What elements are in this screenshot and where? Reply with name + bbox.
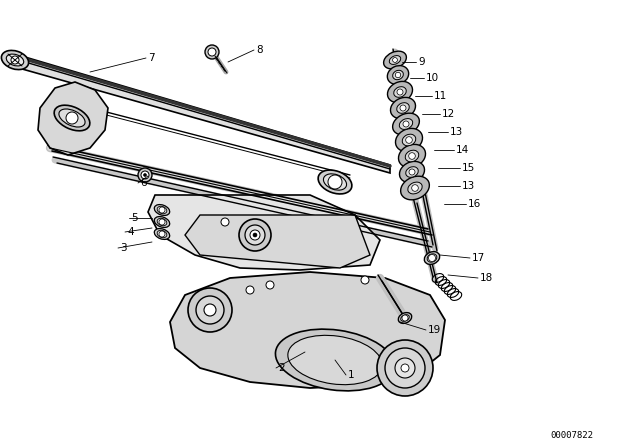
Circle shape [395, 358, 415, 378]
Ellipse shape [394, 87, 406, 97]
Text: 3: 3 [120, 243, 127, 253]
Ellipse shape [387, 82, 413, 103]
Text: 16: 16 [468, 199, 481, 209]
Ellipse shape [406, 167, 419, 177]
Polygon shape [170, 272, 445, 388]
Circle shape [159, 219, 165, 225]
Ellipse shape [157, 218, 167, 226]
Ellipse shape [401, 314, 409, 321]
Ellipse shape [383, 51, 406, 69]
Ellipse shape [399, 119, 413, 129]
Text: 9: 9 [418, 57, 424, 67]
Ellipse shape [389, 56, 401, 65]
Ellipse shape [427, 254, 437, 262]
Circle shape [253, 233, 257, 237]
Circle shape [208, 48, 216, 56]
Ellipse shape [6, 54, 24, 66]
Text: 00007822: 00007822 [550, 431, 593, 439]
Text: 7: 7 [148, 53, 155, 63]
Ellipse shape [396, 129, 422, 151]
Ellipse shape [408, 182, 422, 194]
Polygon shape [8, 52, 390, 173]
Text: 10: 10 [426, 73, 439, 83]
Text: 13: 13 [462, 181, 476, 191]
Circle shape [361, 276, 369, 284]
Circle shape [377, 340, 433, 396]
Circle shape [221, 218, 229, 226]
Ellipse shape [323, 174, 347, 190]
Circle shape [204, 304, 216, 316]
Circle shape [403, 121, 409, 127]
Ellipse shape [390, 97, 415, 119]
Circle shape [239, 219, 271, 251]
Circle shape [392, 58, 397, 62]
Circle shape [397, 89, 403, 95]
Circle shape [402, 315, 408, 321]
Text: 11: 11 [434, 91, 447, 101]
Polygon shape [148, 195, 380, 270]
Text: 18: 18 [480, 273, 493, 283]
Circle shape [412, 185, 419, 191]
Text: 14: 14 [456, 145, 469, 155]
Text: 1: 1 [348, 370, 355, 380]
Text: 5: 5 [131, 213, 138, 223]
Ellipse shape [275, 329, 395, 391]
Circle shape [138, 168, 152, 182]
Circle shape [159, 207, 165, 213]
Ellipse shape [154, 228, 170, 239]
Text: 4: 4 [127, 227, 134, 237]
Ellipse shape [399, 144, 426, 168]
Text: 8: 8 [256, 45, 262, 55]
Ellipse shape [1, 51, 29, 69]
Circle shape [66, 112, 78, 124]
Polygon shape [38, 82, 108, 155]
Circle shape [141, 171, 149, 179]
Ellipse shape [403, 134, 416, 146]
Circle shape [205, 45, 219, 59]
Circle shape [245, 225, 265, 245]
Ellipse shape [398, 313, 412, 323]
Circle shape [429, 254, 435, 262]
Text: 19: 19 [428, 325, 441, 335]
Text: 6: 6 [140, 178, 147, 188]
Text: 2: 2 [278, 363, 285, 373]
Circle shape [266, 281, 274, 289]
Ellipse shape [154, 216, 170, 228]
Ellipse shape [393, 70, 403, 80]
Ellipse shape [54, 105, 90, 131]
Ellipse shape [392, 113, 419, 135]
Circle shape [196, 296, 224, 324]
Text: 17: 17 [472, 253, 485, 263]
Ellipse shape [397, 103, 409, 113]
Circle shape [385, 348, 425, 388]
Ellipse shape [154, 205, 170, 215]
Ellipse shape [401, 176, 429, 200]
Polygon shape [185, 215, 370, 268]
Circle shape [328, 175, 342, 189]
Text: 15: 15 [462, 163, 476, 173]
Ellipse shape [405, 150, 419, 162]
Ellipse shape [288, 336, 382, 385]
Circle shape [159, 231, 165, 237]
Ellipse shape [157, 206, 167, 214]
Circle shape [401, 364, 409, 372]
Ellipse shape [424, 252, 440, 264]
Ellipse shape [157, 230, 167, 238]
Circle shape [250, 230, 260, 240]
Circle shape [143, 173, 147, 177]
Text: 13: 13 [450, 127, 463, 137]
Circle shape [11, 56, 19, 64]
Ellipse shape [387, 65, 409, 84]
Ellipse shape [59, 109, 85, 127]
Circle shape [246, 286, 254, 294]
Ellipse shape [318, 170, 352, 194]
Circle shape [188, 288, 232, 332]
Circle shape [400, 105, 406, 111]
Circle shape [396, 72, 401, 78]
Text: 12: 12 [442, 109, 455, 119]
Ellipse shape [399, 161, 424, 183]
Circle shape [406, 137, 412, 143]
Circle shape [409, 169, 415, 175]
Circle shape [409, 153, 415, 159]
